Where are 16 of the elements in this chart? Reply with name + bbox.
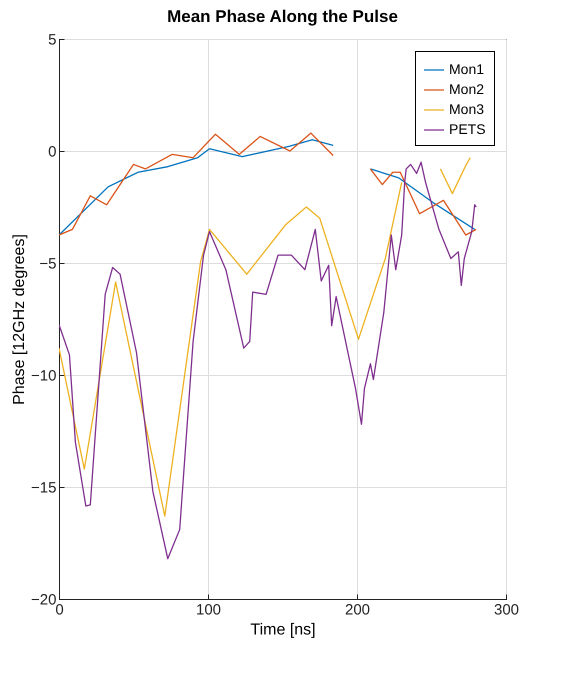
legend-label: Mon1 bbox=[449, 61, 484, 77]
y-axis-title: Phase [12GHz degrees] bbox=[11, 234, 28, 405]
y-tick-label: −15 bbox=[31, 480, 56, 496]
x-tick-label: 100 bbox=[196, 602, 222, 618]
x-tick-label: 300 bbox=[494, 602, 520, 618]
y-tick-label: −5 bbox=[39, 256, 56, 272]
legend-label: Mon2 bbox=[449, 81, 484, 97]
x-tick-label: 200 bbox=[344, 602, 370, 618]
legend-label: Mon3 bbox=[449, 101, 484, 117]
y-tick-label: 0 bbox=[48, 144, 56, 160]
y-tick-label: 5 bbox=[48, 32, 56, 48]
y-tick-label: −20 bbox=[31, 592, 56, 608]
x-axis-title: Time [ns] bbox=[250, 622, 316, 638]
y-tick-label: −10 bbox=[31, 368, 56, 384]
chart-title: Mean Phase Along the Pulse bbox=[167, 7, 398, 26]
legend-label: PETS bbox=[449, 121, 486, 137]
